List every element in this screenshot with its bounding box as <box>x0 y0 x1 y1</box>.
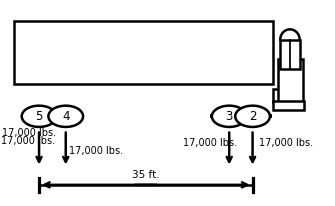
Bar <box>278 59 303 102</box>
Text: 17,000 lbs.: 17,000 lbs. <box>1 136 55 146</box>
Bar <box>280 40 299 69</box>
Text: 4: 4 <box>62 110 69 123</box>
Text: 5: 5 <box>36 110 43 123</box>
Bar <box>14 21 273 84</box>
Circle shape <box>235 106 270 127</box>
Text: 17,000 lbs.: 17,000 lbs. <box>69 146 123 156</box>
Bar <box>273 101 304 110</box>
Text: 17,000 lbs.: 17,000 lbs. <box>2 128 57 138</box>
Text: 3: 3 <box>225 110 233 123</box>
Circle shape <box>212 106 247 127</box>
Text: 35 ft.: 35 ft. <box>132 170 160 180</box>
Text: 2: 2 <box>249 110 256 123</box>
Circle shape <box>22 106 56 127</box>
Text: 17,000 lbs.: 17,000 lbs. <box>183 138 237 148</box>
Bar <box>273 89 297 102</box>
Circle shape <box>48 106 83 127</box>
Text: 17,000 lbs.: 17,000 lbs. <box>259 138 313 148</box>
